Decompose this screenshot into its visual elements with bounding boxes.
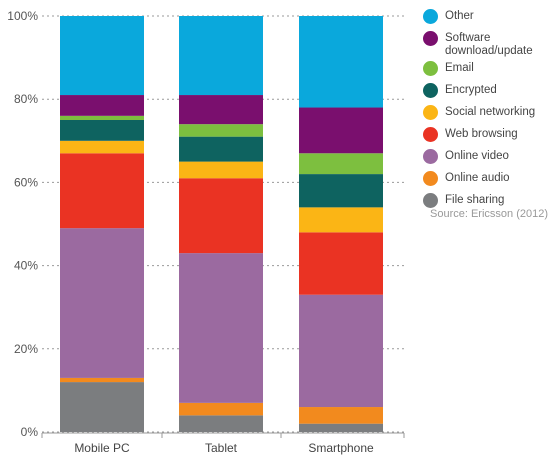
bar-segment: [60, 382, 144, 432]
x-category-label: Mobile PC: [74, 441, 130, 455]
legend-item: Other: [423, 9, 474, 24]
legend-label: Email: [445, 62, 474, 74]
bar-segment: [179, 402, 263, 416]
legend-item: Online video: [423, 149, 509, 164]
bar-segment: [60, 95, 144, 116]
legend-swatch: [423, 193, 438, 208]
legend-label: Online audio: [445, 172, 510, 184]
bar-segment: [60, 377, 144, 383]
bar-segment: [299, 232, 383, 295]
y-tick-label: 20%: [14, 342, 38, 356]
bar-segment: [299, 407, 383, 424]
legend-label: Other: [445, 10, 474, 22]
bar-segment: [179, 95, 263, 125]
bar-segment: [179, 161, 263, 179]
bar-segment: [179, 16, 263, 96]
y-tick-label: 80%: [14, 92, 38, 106]
bar-segment: [179, 178, 263, 254]
legend-swatch: [423, 61, 438, 76]
legend-item: File sharing: [423, 193, 505, 208]
legend-swatch: [423, 171, 438, 186]
bar-segment: [299, 153, 383, 175]
legend-item: Encrypted: [423, 83, 497, 98]
bar-segment: [299, 107, 383, 154]
legend-item: Email: [423, 61, 474, 76]
bar-segment: [299, 423, 383, 432]
legend-label: Web browsing: [445, 128, 518, 140]
bars: [60, 16, 383, 432]
bar-segment: [60, 16, 144, 96]
legend-swatch: [423, 105, 438, 120]
x-axis: Mobile PC Tablet Smartphone: [41, 432, 405, 455]
source-note: Source: Ericsson (2012): [430, 208, 548, 220]
legend-label: Online video: [445, 150, 509, 162]
legend-swatch: [423, 149, 438, 164]
legend-item: Software download/update: [423, 31, 533, 58]
bar-segment: [179, 124, 263, 137]
legend-label: Social networking: [445, 106, 536, 118]
bar-segment: [299, 207, 383, 233]
bar-segment: [299, 16, 383, 108]
y-tick-label: 40%: [14, 259, 38, 273]
y-tick-label: 60%: [14, 175, 38, 189]
x-category-label: Tablet: [205, 441, 238, 455]
legend-swatch: [423, 31, 438, 46]
bar-segment: [60, 153, 144, 229]
y-tick-label: 100%: [7, 9, 38, 23]
legend-item: Social networking: [423, 105, 536, 120]
legend-swatch: [423, 83, 438, 98]
bar-segment: [60, 140, 144, 154]
legend-swatch: [423, 9, 438, 24]
bar-segment: [60, 115, 144, 120]
legend-label: File sharing: [445, 194, 505, 206]
legend-label: Encrypted: [445, 84, 497, 96]
y-axis: 0% 20% 40% 60% 80% 100%: [7, 9, 38, 439]
y-tick-label: 0%: [21, 425, 39, 439]
legend-item: Web browsing: [423, 127, 518, 142]
bar-segment: [60, 120, 144, 141]
legend-label: Software download/update: [445, 32, 533, 57]
legend-swatch: [423, 127, 438, 142]
bar-segment: [179, 415, 263, 432]
bar-segment: [179, 136, 263, 162]
x-category-label: Smartphone: [308, 441, 374, 455]
bar-segment: [179, 253, 263, 403]
bar-segment: [299, 174, 383, 208]
legend-item: Online audio: [423, 171, 510, 186]
bar-segment: [60, 228, 144, 378]
bar-segment: [299, 294, 383, 408]
